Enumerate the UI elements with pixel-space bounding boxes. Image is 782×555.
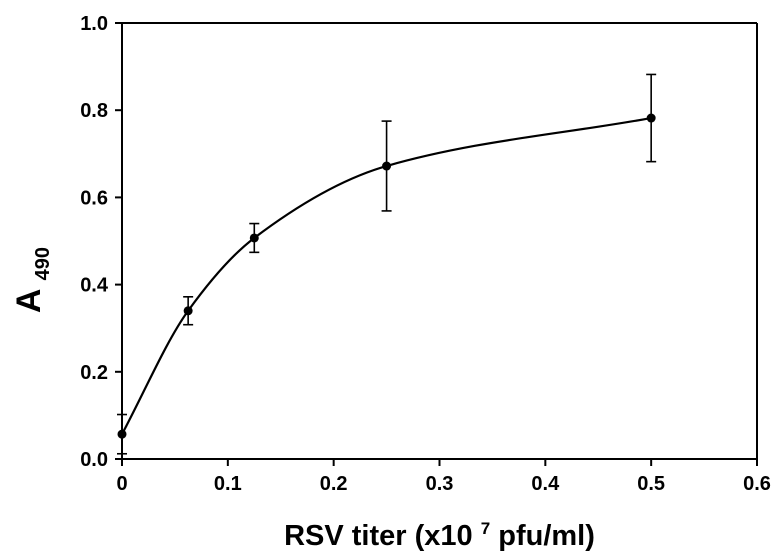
x-tick-label: 0.3 (426, 473, 454, 495)
series (117, 73, 657, 455)
x-axis-title: RSV titer (x10 7 pfu/ml) (284, 509, 595, 552)
y-axis-title-subscript: 490 (32, 247, 54, 280)
x-tick-label: 0.4 (531, 473, 560, 495)
x-axis-title-after: pfu/ml) (498, 520, 595, 552)
data-point (183, 306, 193, 316)
y-tick-label: 1.0 (80, 13, 108, 35)
y-tick-label: 0.6 (80, 187, 108, 209)
data-point (646, 113, 656, 123)
x-tick-label: 0.2 (320, 473, 348, 495)
x-axis-title-before: RSV titer (x10 (284, 520, 473, 552)
x-tick-label: 0 (116, 473, 127, 495)
data-point (117, 429, 127, 439)
x-tick-label: 0.5 (637, 473, 665, 495)
y-tick-label: 0.0 (80, 449, 108, 471)
y-tick-label: 0.2 (80, 362, 108, 384)
y-tick-label: 0.8 (80, 100, 108, 122)
x-tick-label: 0.1 (214, 473, 242, 495)
ticks: 0 0.1 0.2 0.3 0.4 0.5 0.6 0.0 0.2 0.4 0.6 0.8 1.0 (80, 13, 771, 495)
x-axis-title-superscript: 7 (481, 519, 490, 538)
axes (121, 22, 758, 460)
data-point (249, 233, 259, 243)
series-line (121, 116, 652, 435)
y-axis-title: A 490 (10, 247, 54, 313)
y-tick-label: 0.4 (80, 275, 109, 297)
y-axis-title-main: A (10, 289, 48, 313)
data-point (382, 161, 392, 171)
x-tick-label: 0.6 (743, 473, 771, 495)
